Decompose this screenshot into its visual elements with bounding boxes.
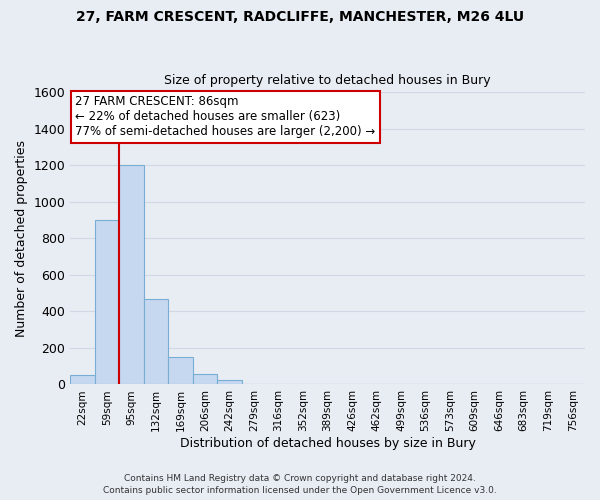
Bar <box>217 380 242 384</box>
Text: 27, FARM CRESCENT, RADCLIFFE, MANCHESTER, M26 4LU: 27, FARM CRESCENT, RADCLIFFE, MANCHESTER… <box>76 10 524 24</box>
X-axis label: Distribution of detached houses by size in Bury: Distribution of detached houses by size … <box>180 437 476 450</box>
Text: Contains HM Land Registry data © Crown copyright and database right 2024.
Contai: Contains HM Land Registry data © Crown c… <box>103 474 497 495</box>
Bar <box>169 357 193 384</box>
Title: Size of property relative to detached houses in Bury: Size of property relative to detached ho… <box>164 74 491 87</box>
Bar <box>70 376 95 384</box>
Text: 27 FARM CRESCENT: 86sqm
← 22% of detached houses are smaller (623)
77% of semi-d: 27 FARM CRESCENT: 86sqm ← 22% of detache… <box>76 96 376 138</box>
Bar <box>144 298 169 384</box>
Bar <box>119 166 144 384</box>
Bar <box>193 374 217 384</box>
Bar <box>95 220 119 384</box>
Y-axis label: Number of detached properties: Number of detached properties <box>15 140 28 337</box>
